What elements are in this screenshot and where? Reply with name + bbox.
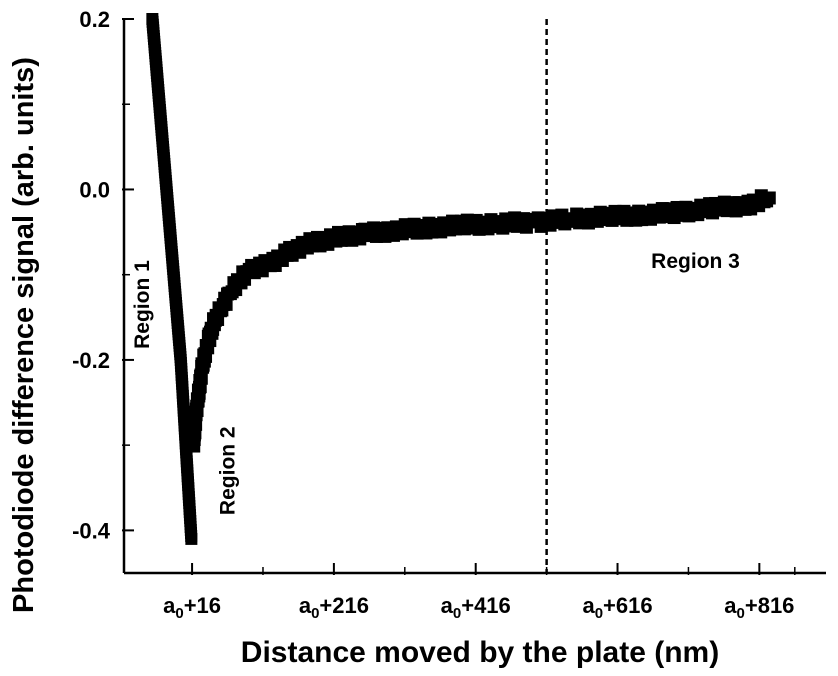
region-annotations: Region 1 Region 2 Region 3 <box>131 250 740 515</box>
x-axis-title: Distance moved by the plate (nm) <box>241 636 719 669</box>
data-marker <box>194 371 208 385</box>
data-marker <box>185 532 198 545</box>
region-label: Region 1 <box>131 260 154 349</box>
y-tick-label: 0.2 <box>79 7 110 32</box>
x-tick-label: a0+816 <box>724 593 794 622</box>
axis-ticks <box>122 18 796 575</box>
x-tick-label: a0+216 <box>299 593 369 622</box>
tick-labels: 0.2 0.0 -0.2 -0.4 a0+16 a0+216 a0+416 a0+616 a0+… <box>72 7 794 622</box>
y-tick-label: -0.4 <box>72 518 111 543</box>
y-tick-label: -0.2 <box>72 348 110 373</box>
x-tick-label: a0+16 <box>163 593 221 622</box>
region-label: Region 3 <box>651 250 740 273</box>
y-tick-label: 0.0 <box>79 177 110 202</box>
x-tick-label: a0+616 <box>582 593 652 622</box>
data-marker <box>762 191 776 205</box>
x-tick-label: a0+416 <box>441 593 511 622</box>
region-label: Region 2 <box>217 426 240 515</box>
data-markers <box>146 13 776 545</box>
y-axis-title: Photodiode difference signal (arb. units… <box>8 57 40 613</box>
data-marker <box>219 297 233 311</box>
